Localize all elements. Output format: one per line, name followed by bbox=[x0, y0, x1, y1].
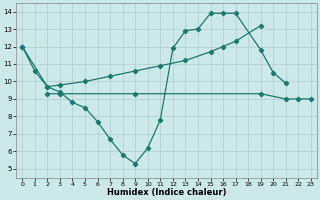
X-axis label: Humidex (Indice chaleur): Humidex (Indice chaleur) bbox=[107, 188, 226, 197]
